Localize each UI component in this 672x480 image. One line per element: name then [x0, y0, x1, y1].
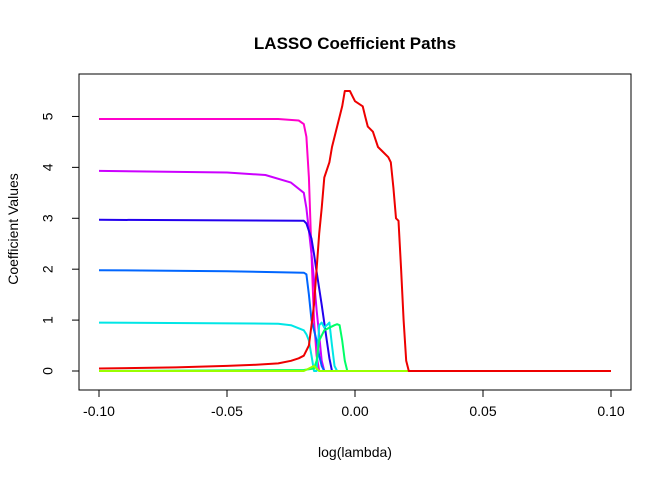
y-tick-label: 3: [40, 214, 56, 222]
x-axis: -0.10 -0.05 0.00 0.05 0.10: [83, 389, 625, 419]
series-line-2: [98, 169, 611, 372]
x-axis-title: log(lambda): [318, 444, 392, 460]
y-tick-label: 1: [40, 316, 56, 324]
x-tick-label: 0.00: [341, 403, 368, 419]
y-tick-label: 2: [40, 265, 56, 273]
y-tick-label: 4: [40, 163, 56, 171]
y-axis-title: Coefficient Values: [5, 173, 21, 285]
chart-title: LASSO Coefficient Paths: [254, 34, 456, 53]
plot-frame: [78, 73, 632, 391]
x-tick-label: -0.05: [211, 403, 243, 419]
series-line-3: [98, 218, 611, 372]
x-tick-label: -0.10: [83, 403, 115, 419]
y-tick-label: 5: [40, 112, 56, 120]
x-tick-label: 0.10: [597, 403, 624, 419]
y-axis: 0 1 2 3 4 5: [40, 112, 80, 375]
series-layer: [98, 90, 611, 372]
series-line-7: [99, 364, 611, 372]
series-line-4: [98, 269, 611, 372]
series-line-8: [98, 90, 611, 372]
series-line-6: [98, 323, 611, 372]
y-tick-label: 0: [40, 367, 56, 375]
series-line-5: [98, 321, 611, 372]
x-tick-label: 0.05: [469, 403, 496, 419]
series-line-1: [99, 118, 611, 372]
